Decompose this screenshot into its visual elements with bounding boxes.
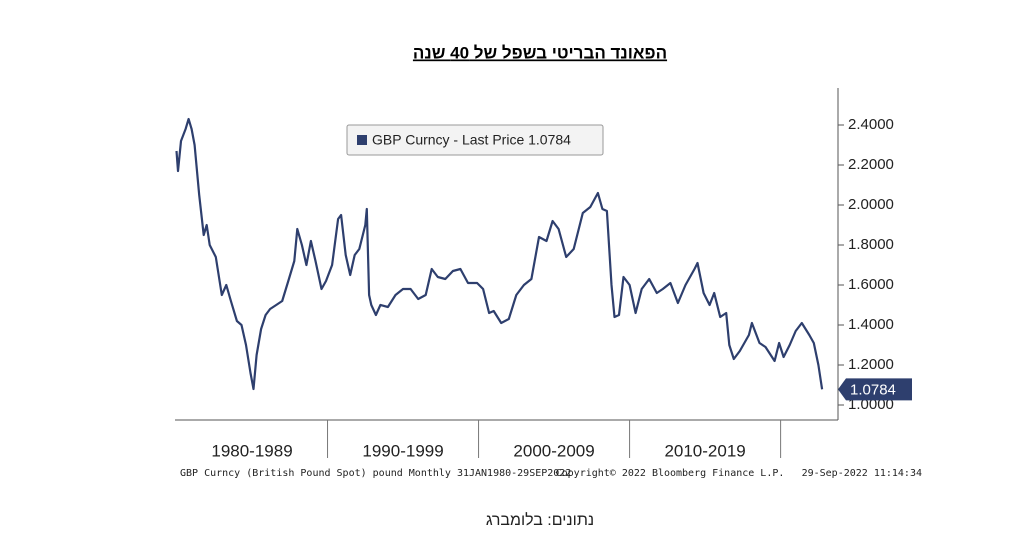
chart-title: הפאונד הבריטי בשפל של 40 שנה xyxy=(413,43,667,62)
x-group-label: 1980-1989 xyxy=(211,441,292,460)
footer-left: GBP Curncy (British Pound Spot) pound Mo… xyxy=(180,468,571,479)
legend-box xyxy=(346,124,604,156)
x-group-label: 2010-2019 xyxy=(664,441,745,460)
legend-label: GBP Curncy - Last Price 1.0784 xyxy=(372,132,571,148)
x-group-label: 2000-2009 xyxy=(513,441,594,460)
price-line xyxy=(175,117,824,391)
footer-center: Copyright© 2022 Bloomberg Finance L.P. xyxy=(556,468,785,479)
legend-swatch xyxy=(357,135,367,145)
source: נתונים: בלומברג xyxy=(486,511,594,529)
y-tick-label: 1.8000 xyxy=(848,236,894,253)
last-price-box xyxy=(838,378,912,401)
y-tick-label: 1.2000 xyxy=(848,356,894,373)
y-tick-label: 2.2000 xyxy=(848,156,894,173)
y-tick-label: 1.6000 xyxy=(848,276,894,293)
y-tick-label: 2.4000 xyxy=(848,116,894,133)
y-tick-label: 2.0000 xyxy=(848,196,894,213)
y-tick-label: 1.4000 xyxy=(848,316,894,333)
footer-right: 29-Sep-2022 11:14:34 xyxy=(802,468,922,479)
x-group-label: 1990-1999 xyxy=(362,441,443,460)
last-price-label: 1.0784 xyxy=(850,381,896,398)
